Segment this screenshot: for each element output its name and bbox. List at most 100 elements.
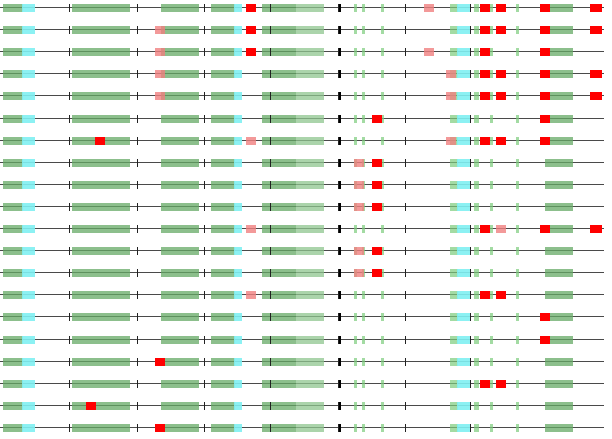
track-mark-red (480, 379, 490, 388)
track-block-lightgreen (381, 225, 384, 233)
track-tick (204, 335, 205, 344)
track-block-lightgreen (490, 26, 493, 35)
track-marker-black (339, 423, 341, 432)
track-block-lightgreen (450, 423, 458, 432)
track-block-cyan (22, 379, 35, 388)
track-tick (137, 313, 138, 322)
track-block-lightgreen (381, 313, 384, 322)
track-tick (338, 291, 339, 300)
track-block-lightgreen (362, 4, 365, 12)
track-tick (69, 70, 70, 79)
track-mark-red (540, 335, 550, 344)
track-tick (470, 4, 471, 12)
track-tick (338, 180, 339, 189)
track-tick (204, 114, 205, 123)
track-tick (69, 225, 70, 233)
track-block-cyan (234, 269, 242, 278)
track-tick (338, 247, 339, 256)
track-block-lightgreen (474, 269, 479, 278)
track-block-green (3, 158, 23, 167)
track-mark-red (590, 26, 602, 35)
track-mark-pink (246, 291, 256, 300)
track-block-green (262, 158, 296, 167)
track-block-green (211, 158, 235, 167)
track-block-lightgreen (450, 357, 458, 366)
track-block-green (262, 269, 296, 278)
track-row (0, 90, 612, 102)
track-block-lightgreen (450, 247, 458, 256)
track-block-cyan (457, 158, 470, 167)
track-block-lightgreen (354, 48, 357, 57)
track-tick (137, 291, 138, 300)
track-block-green (72, 401, 130, 410)
track-block-lightgreen (354, 379, 357, 388)
track-block-green (211, 136, 235, 145)
track-mark-pink (354, 247, 364, 256)
track-block-cyan (22, 269, 35, 278)
track-row (0, 135, 612, 147)
track-block-lightgreen (362, 48, 365, 57)
track-block-lightgreen (516, 335, 519, 344)
track-block-cyan (234, 357, 242, 366)
track-block-cyan (457, 26, 470, 35)
track-block-lightgreen (450, 291, 458, 300)
track-block-cyan (457, 225, 470, 233)
track-tick (270, 313, 271, 322)
track-block-green (211, 401, 235, 410)
track-block-green (3, 92, 23, 101)
track-block-lightgreen (354, 357, 357, 366)
track-block-lightgreen (474, 26, 479, 35)
track-block-green (545, 335, 573, 344)
track-mark-red (372, 180, 382, 189)
track-tick (470, 357, 471, 366)
track-mark-red (480, 225, 490, 233)
track-block-green (545, 70, 573, 79)
track-row (0, 400, 612, 412)
track-tick (69, 291, 70, 300)
track-tick (405, 114, 406, 123)
track-block-lightgreen (490, 335, 493, 344)
track-mark-red (540, 48, 550, 57)
track-block-lightgreen (354, 26, 357, 35)
track-mark-red (590, 4, 602, 12)
track-block-green (545, 291, 573, 300)
track-block-green (72, 313, 130, 322)
track-tick (270, 26, 271, 35)
track-block-lightgreen (354, 291, 357, 300)
track-tick (405, 269, 406, 278)
track-block-lightgreen (450, 269, 458, 278)
track-block-green (72, 357, 130, 366)
track-block-green (262, 313, 296, 322)
track-block-lightgreen (516, 48, 519, 57)
track-block-greenlight (296, 26, 324, 35)
track-block-cyan (22, 114, 35, 123)
track-block-lightgreen (490, 225, 493, 233)
track-block-green (72, 202, 130, 211)
track-block-lightgreen (381, 92, 384, 101)
track-tick (270, 92, 271, 101)
track-block-green (211, 247, 235, 256)
track-tick (137, 247, 138, 256)
track-marker-black (339, 225, 341, 233)
track-block-cyan (22, 180, 35, 189)
track-tick (204, 269, 205, 278)
track-block-green (262, 136, 296, 145)
track-block-lightgreen (474, 180, 479, 189)
track-block-lightgreen (450, 225, 458, 233)
track-tick (69, 269, 70, 278)
track-block-cyan (234, 26, 242, 35)
track-row (0, 223, 612, 235)
track-marker-black (339, 291, 341, 300)
track-mark-pink (446, 92, 456, 101)
track-block-lightgreen (362, 401, 365, 410)
track-block-green (262, 180, 296, 189)
track-block-lightgreen (474, 202, 479, 211)
track-row (0, 201, 612, 213)
track-block-green (211, 269, 235, 278)
track-mark-pink (246, 225, 256, 233)
track-row (0, 289, 612, 301)
track-tick (270, 180, 271, 189)
track-marker-black (339, 48, 341, 57)
track-block-green (262, 247, 296, 256)
track-tick (204, 26, 205, 35)
